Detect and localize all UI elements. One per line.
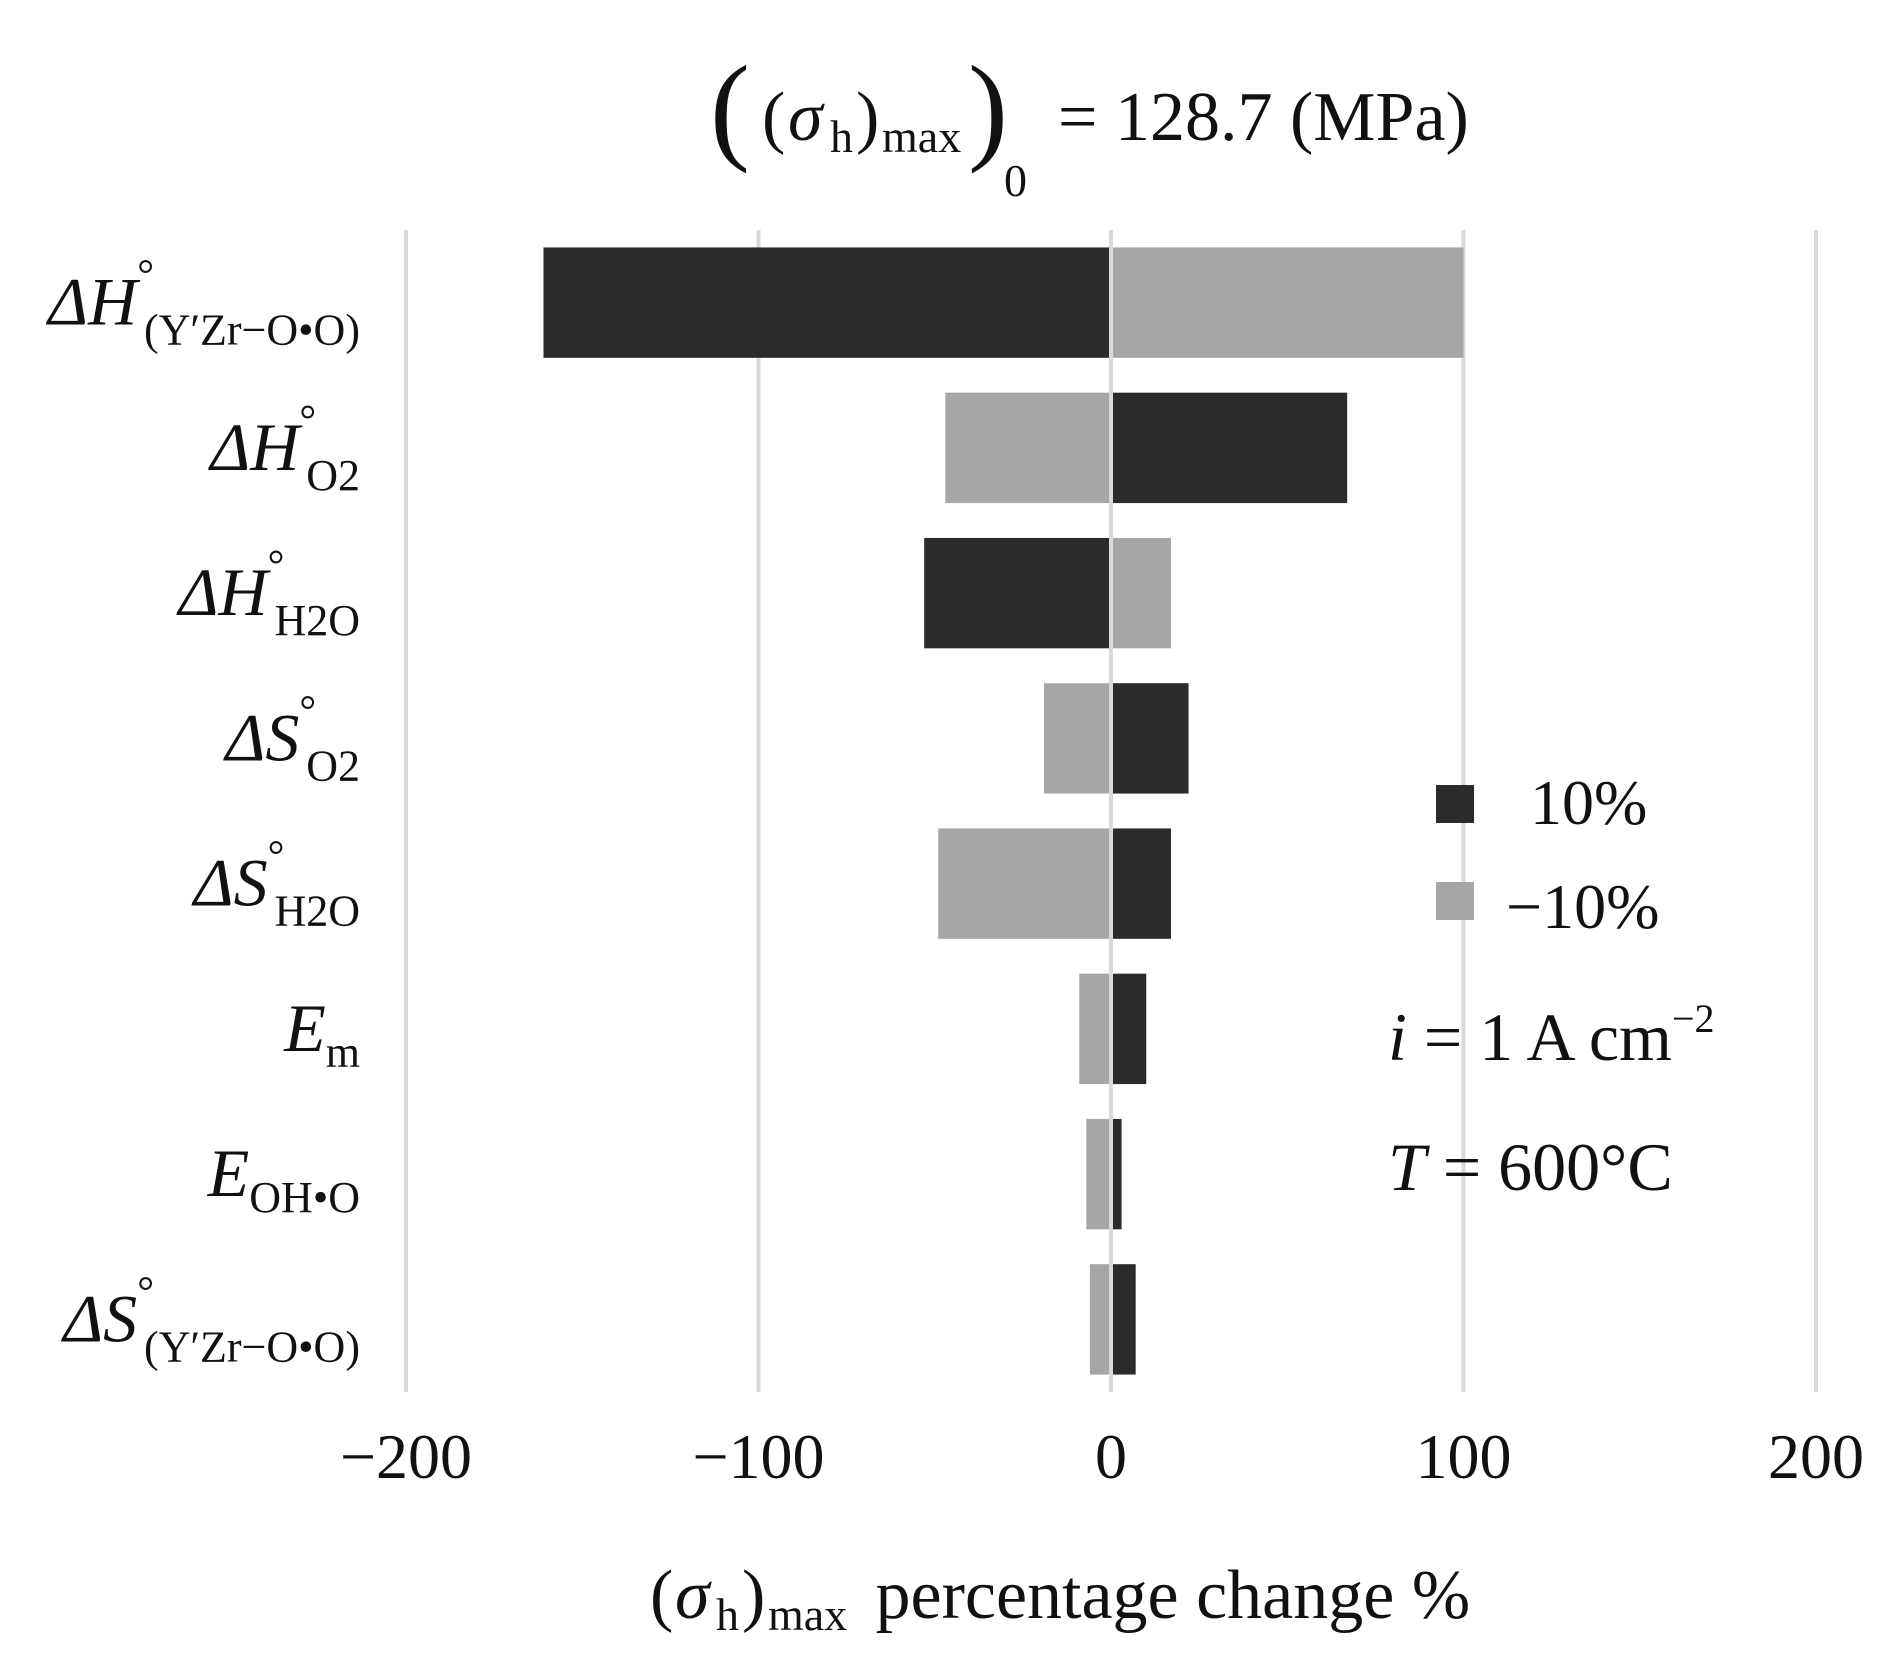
y-label-main: E <box>283 990 326 1066</box>
xlabel-sigma: σ <box>675 1557 712 1634</box>
x-tick-label-3: 100 <box>1416 1421 1512 1492</box>
y-label-main: ΔS <box>60 1280 137 1356</box>
y-label-sup: ° <box>299 398 316 444</box>
y-label-main: ΔH <box>45 264 141 340</box>
bar-dH-YZr-O-series-1 <box>1111 247 1464 358</box>
title-sub-h: h <box>830 111 853 162</box>
y-label-main: ΔH <box>176 554 272 630</box>
y-label-dH-H2O: ΔH° H2O <box>176 543 360 645</box>
x-tick-label-0: −200 <box>340 1421 472 1492</box>
y-label-dS-O2: ΔS° O2 <box>223 688 361 790</box>
y-label-sup: ° <box>268 834 285 880</box>
xlabel-sub-max: max <box>768 1589 847 1640</box>
title-big-paren-open: ( <box>710 41 750 174</box>
y-label-Em: Em <box>283 990 360 1077</box>
y-label-sup: ° <box>137 1269 154 1315</box>
annotation-temperature: T = 600°C <box>1388 1129 1673 1205</box>
y-label-sub: O2 <box>306 741 360 790</box>
y-label-sub: H2O <box>274 887 360 936</box>
title-small-paren-open: ( <box>762 79 785 156</box>
bar-dH-H2O-series-1 <box>1111 537 1171 649</box>
bar-E-OH-series-1 <box>1086 1118 1111 1230</box>
bar-dS-YZr-O-series-1 <box>1089 1264 1111 1375</box>
y-label-sup: ° <box>268 543 285 589</box>
title-sigma: σ <box>788 79 825 156</box>
bar-dS-O2-series-0 <box>1111 683 1189 794</box>
legend-swatch-minus10pct <box>1436 882 1474 920</box>
annotation-current-text: = 1 A cm <box>1407 999 1672 1075</box>
legend-label-minus10pct: −10% <box>1506 871 1659 942</box>
y-label-sub: (Y′Zr−O•O) <box>144 306 360 355</box>
y-label-sub: (Y′Zr−O•O) <box>144 1322 360 1371</box>
bar-dS-YZr-O-series-0 <box>1111 1264 1136 1375</box>
y-label-main: ΔH <box>207 409 303 485</box>
annotation-current-var: i <box>1388 999 1407 1075</box>
y-label-dH-YZr-O: ΔH° (Y′Zr−O•O) <box>45 253 360 355</box>
x-tick-labels: −200 −100 0 100 200 <box>340 1421 1864 1492</box>
x-axis-label: ( σ h ) max percentage change % <box>650 1557 1470 1640</box>
annotation-temperature-text: = 600°C <box>1426 1129 1673 1205</box>
y-label-main: ΔS <box>223 699 300 775</box>
bar-dH-H2O-series-0 <box>924 537 1111 649</box>
title-big-paren-close: ) <box>968 41 1008 174</box>
y-label-sub: H2O <box>274 596 360 645</box>
annotations: i = 1 A cm−2 T = 600°C <box>1388 996 1715 1205</box>
bar-dH-O2-series-0 <box>1111 392 1348 504</box>
legend: 10% −10% <box>1436 767 1659 942</box>
xlabel-sub-h: h <box>716 1589 739 1640</box>
y-label-dH-O2: ΔH° O2 <box>207 398 360 500</box>
bar-dS-H2O-series-1 <box>938 828 1111 939</box>
legend-swatch-10pct <box>1436 785 1474 823</box>
y-label-sup: ° <box>299 688 316 734</box>
y-label-sup: ° <box>137 253 154 299</box>
annotation-current: i = 1 A cm−2 <box>1388 996 1715 1075</box>
y-label-main: E <box>207 1135 250 1211</box>
bar-Em-series-1 <box>1079 973 1111 1085</box>
bar-dS-O2-series-1 <box>1044 683 1111 794</box>
title-sub-0: 0 <box>1004 155 1027 206</box>
bars <box>543 247 1464 1375</box>
title-value: = 128.7 (MPa) <box>1058 79 1469 156</box>
bar-dH-YZr-O-series-0 <box>543 247 1111 358</box>
annotation-current-sup: −2 <box>1672 996 1715 1041</box>
chart-title: ( ( σ h ) max ) 0 = 128.7 (MPa) <box>710 41 1469 206</box>
xlabel-rest: percentage change % <box>858 1557 1470 1634</box>
title-sub-max: max <box>882 111 961 162</box>
x-tick-label-1: −100 <box>692 1421 824 1492</box>
bar-dS-H2O-series-0 <box>1111 828 1171 939</box>
xlabel-paren-open: ( <box>650 1557 673 1634</box>
bar-E-OH-series-0 <box>1111 1118 1122 1230</box>
xlabel-paren-close: ) <box>742 1557 765 1634</box>
x-tick-label-4: 200 <box>1768 1421 1864 1492</box>
legend-label-10pct: 10% <box>1530 767 1647 838</box>
bar-Em-series-0 <box>1111 973 1147 1085</box>
y-label-E-OH: EOH•O <box>207 1135 360 1222</box>
x-tick-label-2: 0 <box>1095 1421 1127 1492</box>
y-label-dS-H2O: ΔS° H2O <box>191 834 360 936</box>
y-label-dS-YZr-O: ΔS° (Y′Zr−O•O) <box>60 1269 360 1371</box>
y-label-sub: m <box>326 1028 360 1077</box>
y-label-main: ΔS <box>191 845 268 921</box>
bar-dH-O2-series-1 <box>945 392 1111 504</box>
title-small-paren-close: ) <box>856 79 879 156</box>
y-label-sub: O2 <box>306 451 360 500</box>
annotation-temperature-var: T <box>1388 1129 1430 1205</box>
y-label-sub: OH•O <box>249 1173 360 1222</box>
